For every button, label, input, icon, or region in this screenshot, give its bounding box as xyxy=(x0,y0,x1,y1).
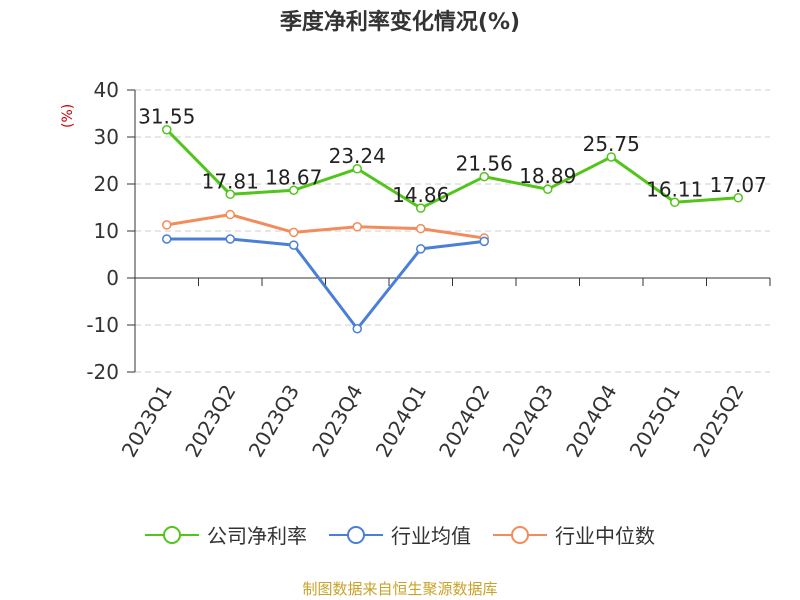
data-point-industry-median xyxy=(289,227,299,238)
data-point-industry-median xyxy=(352,222,362,232)
y-tick-label: 10 xyxy=(94,219,119,243)
x-tick-label: 2023Q1 xyxy=(117,381,177,462)
x-tick-label: 2024Q2 xyxy=(434,381,494,462)
data-label-company-net-margin: 31.55 xyxy=(138,105,195,129)
x-tick-label: 2024Q1 xyxy=(371,381,431,462)
data-point-industry-mean xyxy=(289,240,299,250)
data-point-company-net-margin xyxy=(479,171,489,182)
data-point-company-net-margin xyxy=(543,184,553,194)
legend-swatch-industry-mean xyxy=(329,525,383,544)
x-tick-label: 2023Q3 xyxy=(244,381,304,462)
data-label-company-net-margin: 25.75 xyxy=(583,132,640,156)
x-tick-label: 2024Q4 xyxy=(561,381,621,462)
legend: 公司净利率 行业均值 行业中位数 xyxy=(0,520,800,549)
data-label-company-net-margin: 14.86 xyxy=(392,183,449,207)
legend-label-company: 公司净利率 xyxy=(207,524,307,548)
data-label-company-net-margin: 23.24 xyxy=(329,144,386,168)
legend-swatch-company xyxy=(145,525,199,544)
data-point-company-net-margin xyxy=(225,189,235,200)
series-line-industry-mean xyxy=(166,237,485,331)
data-label-company-net-margin: 21.56 xyxy=(456,152,513,176)
data-point-industry-mean xyxy=(479,236,489,247)
data-point-industry-mean xyxy=(225,234,235,244)
data-point-industry-mean xyxy=(162,234,172,244)
data-point-industry-median xyxy=(162,220,172,230)
data-point-industry-median xyxy=(225,209,235,220)
series-line-company-net-margin xyxy=(165,128,739,210)
x-tick-label: 2025Q1 xyxy=(625,381,685,462)
legend-item-industry-median[interactable]: 行业中位数 xyxy=(493,520,655,549)
x-tick-label: 2023Q2 xyxy=(180,381,240,462)
legend-swatch-industry-median xyxy=(493,525,547,544)
x-tick-label: 2025Q2 xyxy=(688,381,748,462)
x-tick-label: 2024Q3 xyxy=(498,381,558,462)
y-tick-label: 30 xyxy=(94,125,119,149)
data-label-company-net-margin: 16.11 xyxy=(646,177,703,201)
series-line-industry-median xyxy=(166,213,485,240)
data-label-company-net-margin: 18.89 xyxy=(519,164,576,188)
y-tick-label: 40 xyxy=(94,78,119,102)
data-point-industry-mean xyxy=(352,324,362,334)
y-tick-label: -10 xyxy=(86,313,119,337)
y-tick-label: 0 xyxy=(106,266,119,290)
data-label-company-net-margin: 17.81 xyxy=(202,169,259,193)
legend-label-industry-median: 行业中位数 xyxy=(555,524,655,548)
data-point-company-net-margin xyxy=(733,193,743,203)
data-point-industry-mean xyxy=(416,244,426,254)
legend-item-company[interactable]: 公司净利率 xyxy=(145,520,307,549)
data-source-note: 制图数据来自恒生聚源数据库 xyxy=(302,580,498,598)
data-point-company-net-margin xyxy=(352,164,362,174)
data-point-company-net-margin xyxy=(416,203,426,213)
legend-label-industry-mean: 行业均值 xyxy=(391,524,471,548)
chart-title: 季度净利率变化情况(%) xyxy=(279,10,521,35)
data-label-company-net-margin: 18.67 xyxy=(265,165,322,189)
legend-item-industry-mean[interactable]: 行业均值 xyxy=(329,520,471,549)
data-point-company-net-margin xyxy=(289,185,299,196)
y-tick-label: 20 xyxy=(94,172,119,196)
x-tick-label: 2023Q4 xyxy=(307,381,367,462)
data-point-company-net-margin xyxy=(606,152,616,162)
data-point-company-net-margin xyxy=(670,197,680,208)
data-point-industry-median xyxy=(416,223,426,234)
y-tick-label: -20 xyxy=(86,360,119,384)
data-point-company-net-margin xyxy=(162,124,172,135)
data-label-company-net-margin: 17.07 xyxy=(710,173,767,197)
